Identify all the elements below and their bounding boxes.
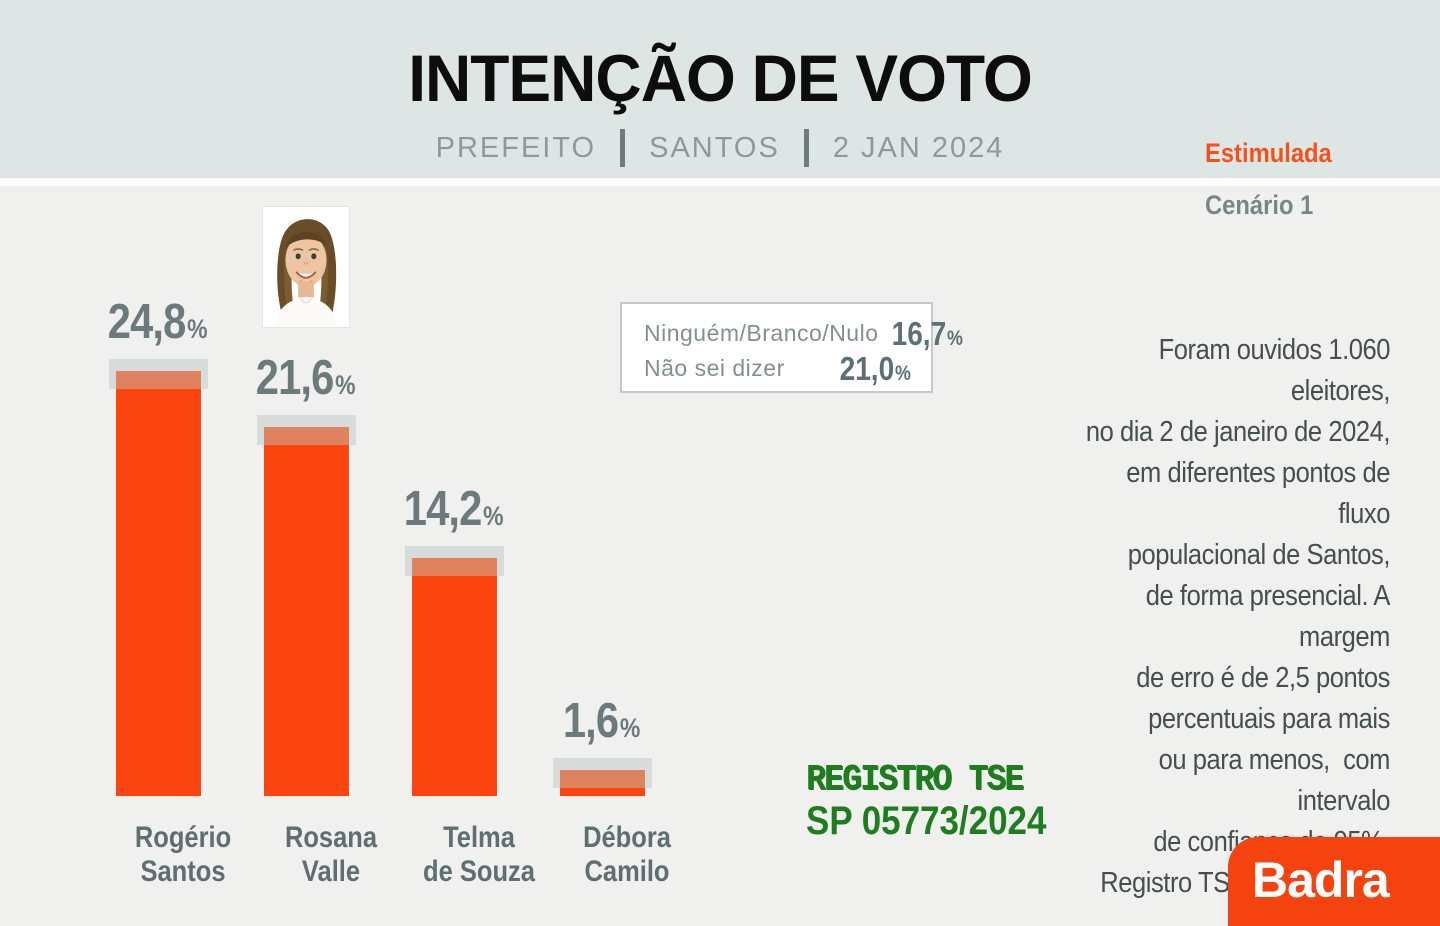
subtitle: PREFEITO SANTOS 2 JAN 2024 [0, 126, 1440, 170]
subtitle-separator [620, 129, 626, 167]
other-response-label: Ninguém/Branco/Nulo [644, 320, 879, 346]
badra-logo: Badra [1228, 837, 1440, 926]
bar-fill [411, 558, 497, 796]
other-response-row: Não sei dizer 21,0% [644, 349, 911, 387]
percent-sign: % [335, 370, 356, 400]
bar-rogerio-santos: Rogério Santos [108, 359, 231, 888]
methodology-text: Foram ouvidos 1.060 eleitores, no dia 2 … [1085, 334, 1391, 899]
scenario-label: Cenário 1 [1205, 190, 1314, 220]
bar-fill [559, 770, 645, 796]
percent-sign: % [895, 361, 911, 385]
portrait-illustration [263, 207, 349, 327]
candidate-photo-rosana-valle [262, 206, 350, 328]
value-label: 14,2% [404, 482, 504, 536]
other-response-label: Não sei dizer [644, 355, 785, 381]
subtitle-separator [803, 129, 809, 167]
other-responses-box: Ninguém/Branco/Nulo 16,7% Não sei dizer … [620, 302, 962, 393]
subtitle-office: PREFEITO [435, 131, 597, 164]
value-label: 1,6% [563, 694, 641, 748]
bar-group-rogerio-santos: 24,8% Rogério Santos [84, 294, 232, 888]
other-response-value: 16,7% [891, 314, 963, 352]
bar-rosana-valle: Rosana Valle [256, 415, 377, 888]
page-title: INTENÇÃO DE VOTO [408, 41, 1033, 115]
bar-fill [115, 371, 201, 796]
bar-telma-de-souza: Telma de Souza [404, 546, 534, 888]
percent-sign: % [187, 314, 208, 344]
other-response-row: Ninguém/Branco/Nulo 16,7% [644, 315, 962, 352]
poll-type-label: Estimulada [1205, 138, 1332, 168]
subtitle-city: SANTOS [649, 131, 780, 164]
bar-group-rosana-valle: 21,6% Rosana Valle [232, 206, 380, 888]
percent-sign: % [483, 501, 504, 531]
percent-sign: % [620, 713, 641, 743]
header-band: INTENÇÃO DE VOTO PREFEITO SANTOS 2 JAN 2… [0, 0, 1440, 178]
other-response-value: 21,0% [839, 349, 911, 387]
tse-registration-stamp: REGISTRO TSE SP 05773/2024 [806, 759, 1059, 843]
bar-group-telma-de-souza: 14,2% Telma de Souza [380, 481, 534, 888]
stamp-line-1: REGISTRO TSE [806, 759, 1024, 800]
bar-fill [263, 427, 349, 796]
badra-logo-text: Badra [1252, 852, 1390, 908]
value-label: 24,8% [108, 295, 208, 349]
value-label: 21,6% [256, 351, 356, 405]
bar-debora-camilo: Débora Camilo [552, 758, 670, 888]
candidate-name: Débora Camilo [582, 821, 671, 888]
subtitle-date: 2 JAN 2024 [832, 131, 1005, 164]
bar-group-debora-camilo: 1,6% Débora Camilo [528, 693, 676, 888]
header-divider [0, 178, 1440, 186]
candidate-name: Telma de Souza [422, 821, 535, 888]
candidate-name: Rosana Valle [284, 821, 377, 888]
percent-sign: % [946, 326, 963, 350]
candidate-name: Rogério Santos [134, 821, 231, 888]
stamp-line-2: SP 05773/2024 [806, 799, 1047, 843]
